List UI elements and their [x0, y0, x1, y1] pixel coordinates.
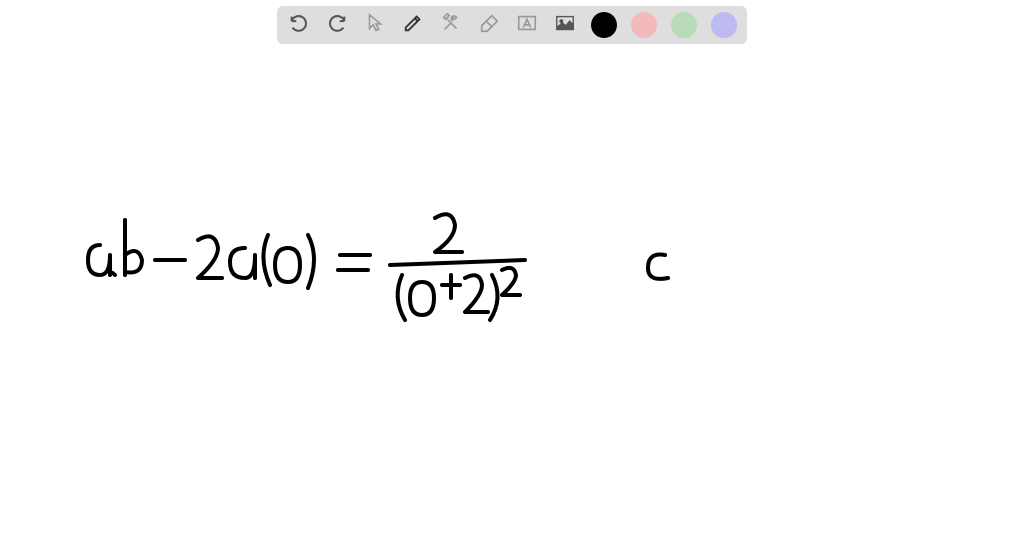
tools-icon	[440, 12, 462, 39]
pencil-button[interactable]	[401, 13, 425, 37]
handwritten-equation	[70, 170, 770, 370]
cursor-button[interactable]	[363, 13, 387, 37]
redo-button[interactable]	[325, 13, 349, 37]
undo-button[interactable]	[287, 13, 311, 37]
drawing-toolbar	[277, 6, 747, 44]
image-button[interactable]	[553, 13, 577, 37]
cursor-icon	[364, 12, 386, 39]
color-green[interactable]	[671, 12, 697, 38]
textbox-icon	[516, 12, 538, 39]
drawing-canvas[interactable]	[0, 50, 1024, 552]
textbox-button[interactable]	[515, 13, 539, 37]
color-black[interactable]	[591, 12, 617, 38]
undo-icon	[288, 12, 310, 39]
image-icon	[554, 12, 576, 39]
redo-icon	[326, 12, 348, 39]
color-purple[interactable]	[711, 12, 737, 38]
pencil-icon	[402, 12, 424, 39]
tools-button[interactable]	[439, 13, 463, 37]
eraser-icon	[478, 12, 500, 39]
color-pink[interactable]	[631, 12, 657, 38]
eraser-button[interactable]	[477, 13, 501, 37]
